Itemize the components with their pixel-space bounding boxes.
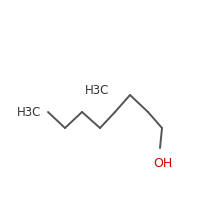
Text: H3C: H3C (17, 106, 41, 118)
Text: H3C: H3C (85, 84, 109, 97)
Text: OH: OH (153, 157, 173, 170)
